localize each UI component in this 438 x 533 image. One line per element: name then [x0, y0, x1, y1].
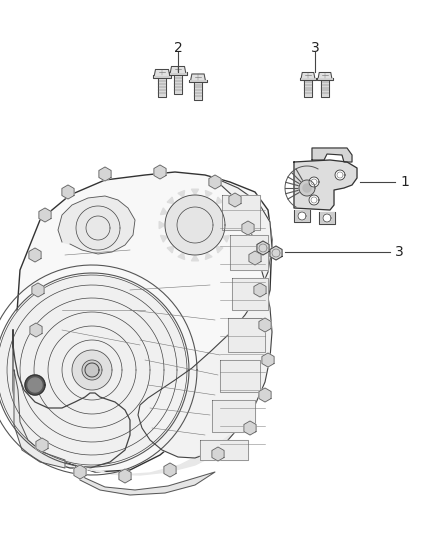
Polygon shape — [178, 253, 184, 260]
Polygon shape — [200, 440, 248, 460]
Polygon shape — [191, 255, 198, 261]
Polygon shape — [154, 165, 166, 179]
Polygon shape — [167, 197, 174, 204]
Polygon shape — [58, 196, 135, 254]
Polygon shape — [13, 330, 130, 468]
Polygon shape — [300, 78, 316, 80]
Polygon shape — [304, 80, 312, 96]
Polygon shape — [209, 175, 221, 189]
Polygon shape — [259, 318, 271, 332]
Polygon shape — [259, 388, 271, 402]
Polygon shape — [317, 78, 333, 80]
Polygon shape — [254, 283, 266, 297]
Polygon shape — [220, 360, 260, 392]
Polygon shape — [323, 214, 331, 222]
Polygon shape — [14, 370, 65, 468]
Polygon shape — [174, 75, 182, 94]
Polygon shape — [294, 160, 357, 210]
Polygon shape — [119, 469, 131, 483]
Polygon shape — [161, 208, 167, 215]
Polygon shape — [229, 193, 241, 207]
Polygon shape — [212, 447, 224, 461]
Polygon shape — [32, 283, 44, 297]
Polygon shape — [225, 221, 231, 229]
Polygon shape — [309, 195, 319, 205]
Polygon shape — [228, 318, 265, 352]
Polygon shape — [76, 206, 120, 250]
Polygon shape — [85, 363, 99, 377]
Polygon shape — [75, 465, 215, 495]
Polygon shape — [169, 72, 187, 75]
Polygon shape — [249, 251, 261, 265]
Polygon shape — [216, 246, 223, 253]
Polygon shape — [257, 241, 269, 255]
Polygon shape — [28, 378, 42, 392]
Polygon shape — [165, 195, 225, 255]
Polygon shape — [161, 236, 167, 242]
Polygon shape — [294, 210, 310, 222]
Polygon shape — [321, 80, 329, 96]
Polygon shape — [178, 190, 184, 197]
Polygon shape — [319, 212, 335, 224]
Text: 1: 1 — [400, 175, 409, 189]
Polygon shape — [29, 248, 41, 262]
Polygon shape — [170, 67, 186, 72]
Polygon shape — [0, 275, 187, 465]
Polygon shape — [65, 435, 230, 475]
Polygon shape — [189, 79, 207, 82]
Polygon shape — [212, 400, 255, 432]
Polygon shape — [298, 212, 306, 220]
Polygon shape — [72, 350, 112, 390]
Polygon shape — [335, 170, 345, 180]
Polygon shape — [216, 197, 223, 204]
Polygon shape — [223, 208, 230, 215]
Polygon shape — [299, 180, 315, 196]
Polygon shape — [194, 82, 202, 100]
Polygon shape — [36, 438, 48, 452]
Polygon shape — [13, 172, 272, 472]
Polygon shape — [154, 69, 170, 76]
Polygon shape — [191, 189, 198, 195]
Polygon shape — [74, 465, 86, 479]
Polygon shape — [82, 360, 102, 380]
Polygon shape — [270, 246, 282, 260]
Polygon shape — [191, 74, 205, 79]
Polygon shape — [301, 72, 315, 78]
Polygon shape — [232, 278, 268, 310]
Polygon shape — [303, 184, 311, 192]
Polygon shape — [223, 236, 230, 242]
Polygon shape — [25, 375, 45, 395]
Polygon shape — [30, 323, 42, 337]
Polygon shape — [262, 353, 274, 367]
Polygon shape — [230, 235, 268, 270]
Polygon shape — [244, 421, 256, 435]
Polygon shape — [312, 148, 352, 162]
Polygon shape — [153, 76, 171, 78]
Text: 3: 3 — [395, 245, 404, 259]
Polygon shape — [309, 177, 319, 187]
Polygon shape — [159, 221, 165, 229]
Polygon shape — [205, 190, 212, 197]
Polygon shape — [158, 78, 166, 96]
Polygon shape — [39, 208, 51, 222]
Text: 2: 2 — [173, 41, 182, 55]
Polygon shape — [318, 72, 332, 78]
Polygon shape — [99, 167, 111, 181]
Polygon shape — [222, 195, 260, 230]
Polygon shape — [167, 246, 174, 253]
Polygon shape — [62, 185, 74, 199]
Polygon shape — [164, 463, 176, 477]
Text: 3: 3 — [311, 41, 319, 55]
Polygon shape — [205, 253, 212, 260]
Polygon shape — [242, 221, 254, 235]
Polygon shape — [138, 178, 272, 458]
